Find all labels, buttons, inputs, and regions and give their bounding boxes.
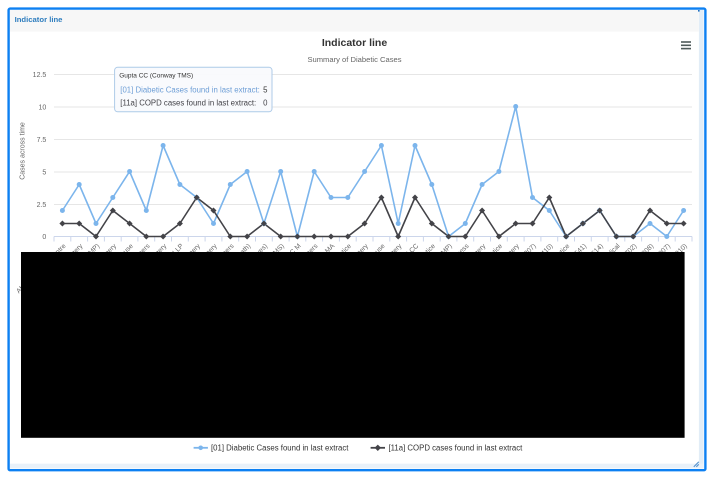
svg-text:[01] Diabetic Cases found in l: [01] Diabetic Cases found in last extrac… bbox=[120, 85, 260, 94]
svg-text:12.5: 12.5 bbox=[33, 72, 47, 79]
svg-text:Cases across time: Cases across time bbox=[20, 122, 27, 180]
svg-text:Indicator line: Indicator line bbox=[322, 37, 388, 49]
svg-text:5: 5 bbox=[263, 85, 268, 94]
svg-text:Gupta CC (Conway TMS): Gupta CC (Conway TMS) bbox=[119, 73, 193, 80]
svg-text:Indicator line: Indicator line bbox=[15, 15, 64, 24]
svg-text:[01] Diabetic Cases found in l: [01] Diabetic Cases found in last extrac… bbox=[211, 444, 349, 453]
svg-text:10: 10 bbox=[39, 105, 47, 112]
svg-text:7.5: 7.5 bbox=[37, 137, 47, 144]
svg-text:2.5: 2.5 bbox=[37, 202, 47, 209]
svg-text:0: 0 bbox=[263, 98, 268, 107]
svg-text:[11a] COPD cases found in last: [11a] COPD cases found in last extract bbox=[389, 444, 524, 453]
svg-text:[11a] COPD cases found in last: [11a] COPD cases found in last extract: bbox=[120, 98, 256, 107]
svg-text:0: 0 bbox=[42, 234, 46, 241]
svg-text:5: 5 bbox=[42, 170, 46, 177]
svg-text:Summary of Diabetic Cases: Summary of Diabetic Cases bbox=[307, 55, 401, 64]
